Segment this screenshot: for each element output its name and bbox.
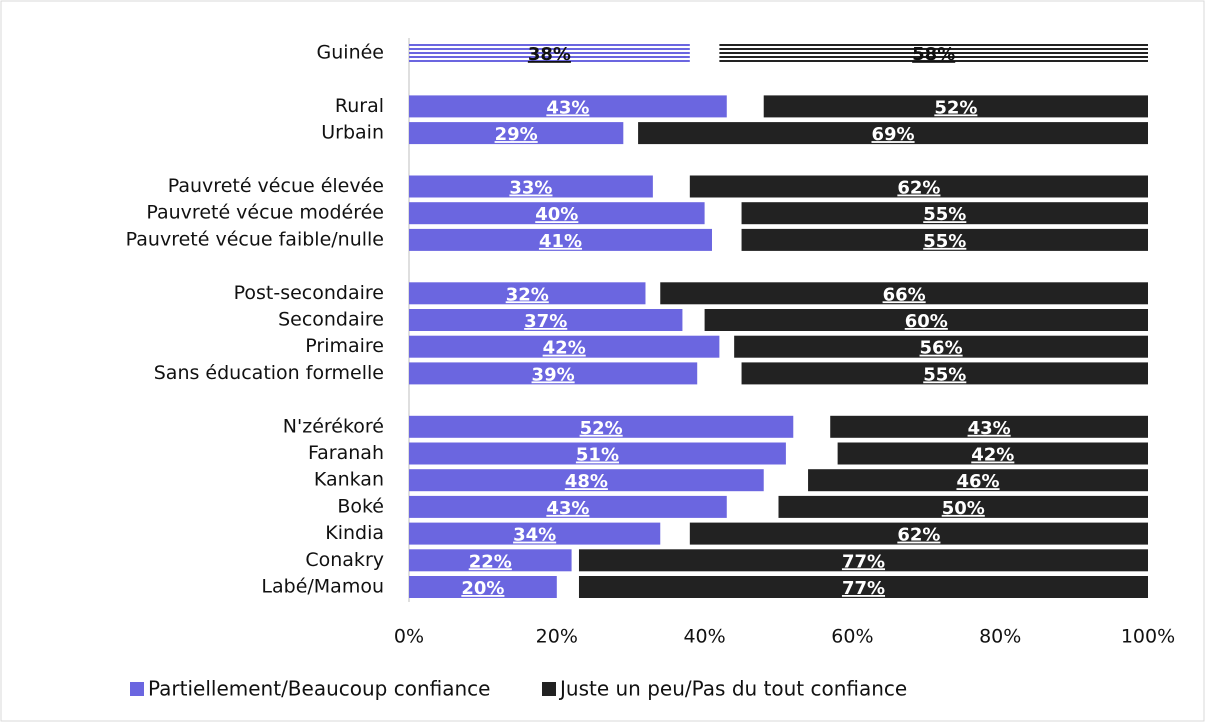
- value-label: 62%: [897, 178, 940, 199]
- category-label: Kankan: [314, 469, 384, 491]
- bar: [409, 202, 705, 225]
- category-label: Pauvreté vécue modérée: [146, 202, 384, 224]
- value-label: 43%: [968, 418, 1011, 439]
- value-label: 43%: [546, 498, 589, 519]
- category-label: Secondaire: [278, 309, 384, 331]
- category-label: Boké: [337, 495, 384, 517]
- value-label: 42%: [543, 338, 586, 359]
- value-label: 22%: [469, 551, 512, 572]
- bar: [409, 469, 764, 492]
- bar: [734, 335, 1148, 358]
- bar: [741, 228, 1148, 251]
- value-label: 37%: [524, 311, 567, 332]
- bar: [409, 549, 572, 572]
- x-tick-label: 60%: [831, 626, 873, 648]
- category-label: Primaire: [305, 335, 384, 357]
- value-label: 66%: [883, 284, 926, 305]
- bar: [778, 495, 1148, 518]
- bar: [409, 175, 653, 198]
- value-label: 42%: [971, 445, 1014, 466]
- bar: [409, 495, 727, 518]
- value-label: 55%: [923, 231, 966, 252]
- value-label: 69%: [871, 124, 914, 145]
- value-label: 43%: [546, 97, 589, 118]
- bar: [578, 576, 1148, 598]
- category-label: N'zérékoré: [283, 415, 384, 437]
- bar: [837, 442, 1148, 465]
- category-label: Faranah: [308, 442, 384, 464]
- bar: [409, 362, 698, 385]
- bar: [830, 415, 1148, 438]
- category-label: Rural: [335, 95, 384, 117]
- value-label: 58%: [912, 44, 955, 65]
- x-tick-label: 0%: [394, 626, 424, 648]
- category-label: Guinée: [317, 42, 384, 64]
- category-label: Conakry: [305, 549, 384, 571]
- value-label: 52%: [934, 97, 977, 118]
- category-label: Sans éducation formelle: [154, 362, 384, 384]
- category-label: Pauvreté vécue élevée: [168, 175, 384, 197]
- bar: [409, 415, 794, 438]
- bar: [689, 175, 1148, 198]
- bar: [409, 282, 646, 305]
- value-label: 52%: [580, 418, 623, 439]
- category-label: Urbain: [321, 122, 384, 144]
- bar: [409, 122, 624, 145]
- value-label: 62%: [897, 525, 940, 546]
- category-label: Kindia: [325, 522, 384, 544]
- x-tick-label: 100%: [1121, 626, 1175, 648]
- bar: [660, 282, 1148, 305]
- x-tick-label: 20%: [536, 626, 578, 648]
- value-label: 20%: [461, 578, 504, 599]
- value-label: 48%: [565, 471, 608, 492]
- category-label: Labé/Mamou: [261, 576, 384, 598]
- bar: [409, 228, 712, 251]
- value-label: 60%: [905, 311, 948, 332]
- bar: [719, 42, 1148, 64]
- value-label: 51%: [576, 445, 619, 466]
- value-label: 33%: [509, 178, 552, 199]
- bar: [578, 549, 1148, 572]
- value-label: 46%: [956, 471, 999, 492]
- value-label: 56%: [920, 338, 963, 359]
- bar: [409, 522, 661, 545]
- bar: [741, 362, 1148, 385]
- value-label: 41%: [539, 231, 582, 252]
- legend-swatch: [542, 682, 556, 696]
- value-label: 77%: [842, 551, 885, 572]
- legend-label: Partiellement/Beaucoup confiance: [148, 677, 490, 701]
- bar: [741, 202, 1148, 225]
- bar: [409, 42, 690, 64]
- value-label: 38%: [528, 44, 571, 65]
- legend-swatch: [130, 682, 144, 696]
- bar: [409, 95, 727, 118]
- bar: [704, 309, 1148, 331]
- bar: [808, 469, 1148, 492]
- category-label: Post-secondaire: [234, 282, 384, 304]
- bar: [763, 95, 1148, 118]
- bar: [409, 442, 786, 465]
- bar: [689, 522, 1148, 545]
- legend-label: Juste un peu/Pas du tout confiance: [558, 677, 907, 701]
- bar: [409, 335, 720, 358]
- bar: [638, 122, 1148, 145]
- x-tick-label: 80%: [979, 626, 1021, 648]
- bar: [409, 309, 683, 331]
- value-label: 55%: [923, 364, 966, 385]
- value-label: 32%: [506, 284, 549, 305]
- value-label: 34%: [513, 525, 556, 546]
- value-label: 39%: [532, 364, 575, 385]
- x-tick-label: 40%: [683, 626, 725, 648]
- category-label: Pauvreté vécue faible/nulle: [126, 228, 384, 250]
- value-label: 55%: [923, 204, 966, 225]
- bar: [409, 576, 557, 598]
- value-label: 40%: [535, 204, 578, 225]
- value-label: 29%: [495, 124, 538, 145]
- value-label: 77%: [842, 578, 885, 599]
- value-label: 50%: [942, 498, 985, 519]
